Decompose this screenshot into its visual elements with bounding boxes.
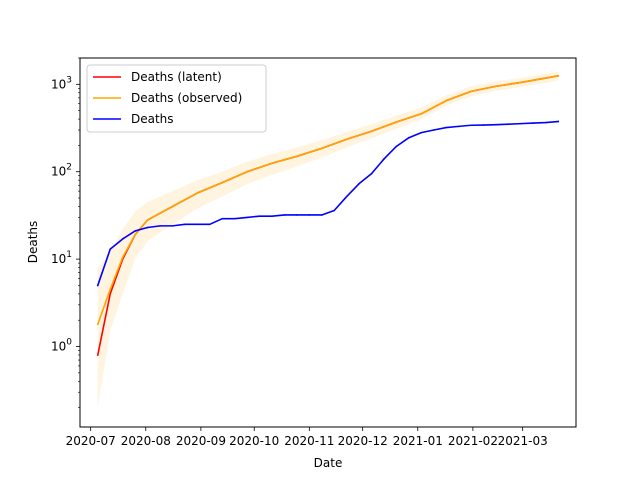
x-tick-label: 2020-11: [284, 434, 334, 448]
series-2-point: [258, 215, 261, 217]
series-2-point: [345, 195, 348, 198]
series-2-line: [96, 120, 560, 287]
y-axis: 100 101 102 103: [51, 57, 80, 408]
series-2-point: [495, 123, 497, 126]
legend-label: Deaths (latent): [131, 70, 222, 84]
series-1-point: [96, 323, 99, 326]
series-2-point: [507, 123, 510, 125]
series-2-point: [196, 223, 199, 226]
series-2-point: [445, 126, 448, 129]
series-1-uncertainty-band: [97, 71, 559, 408]
series-1-point: [370, 130, 373, 133]
series-2-point: [134, 230, 136, 232]
legend: Deaths (latent) Deaths (observed) Deaths: [86, 64, 267, 133]
series-1-point: [557, 75, 560, 77]
series-2-point: [208, 223, 211, 226]
series-1-point: [470, 90, 472, 93]
y-axis-label: Deaths: [26, 221, 40, 264]
series-2-point: [146, 226, 149, 229]
x-tick-label: 2021-03: [498, 434, 548, 448]
series-0-point: [109, 293, 112, 295]
series-layer: [96, 74, 560, 356]
series-2-point: [457, 125, 460, 128]
series-2-point: [283, 214, 286, 216]
x-tick-label: 2021-02: [448, 434, 498, 448]
series-2-point: [532, 122, 535, 124]
series-2-point: [246, 216, 248, 219]
series-1-point: [320, 147, 323, 150]
series-2-point: [184, 223, 186, 226]
series-2-point: [544, 121, 547, 124]
series-1-point: [221, 181, 224, 184]
series-2-point: [121, 238, 124, 240]
series-2-point: [370, 172, 373, 175]
x-tick-label: 2020-12: [338, 434, 388, 448]
series-1-point: [395, 121, 398, 123]
band-layer: [97, 71, 559, 408]
legend-label: Deaths: [131, 112, 174, 126]
plot-area: [79, 57, 577, 428]
series-1-point: [544, 77, 547, 79]
series-1-point: [171, 205, 174, 208]
series-1-point: [134, 233, 136, 236]
series-2-point: [320, 214, 323, 216]
series-2-point: [296, 214, 298, 216]
series-1-point: [271, 162, 273, 165]
series-2-point: [520, 122, 522, 125]
series-2-point: [171, 225, 174, 227]
series-2-point: [395, 145, 398, 148]
series-2-point: [557, 120, 560, 123]
series-2-point: [96, 284, 99, 287]
series-2-point: [420, 131, 423, 134]
y-tick-label: 102: [51, 163, 72, 179]
series-2-point: [109, 248, 112, 250]
x-tick-label: 2020-07: [66, 434, 116, 448]
series-2-point: [308, 214, 311, 216]
y-tick-label: 103: [51, 75, 72, 91]
series-2-point: [333, 209, 336, 212]
series-2-point: [482, 124, 485, 126]
x-tick-label: 2021-01: [393, 434, 443, 448]
series-1-point: [345, 138, 348, 141]
x-axis-label: Date: [314, 456, 343, 470]
series-1-point: [520, 81, 522, 84]
y-tick-label: 101: [51, 250, 72, 266]
series-2-point: [470, 124, 472, 127]
y-tick-label: 100: [51, 338, 72, 354]
series-1-point: [109, 288, 112, 291]
x-tick-label: 2020-09: [176, 434, 226, 448]
legend-box: [86, 64, 267, 133]
series-2-point: [271, 215, 273, 217]
series-1-point: [495, 85, 497, 88]
series-1-point: [246, 170, 248, 173]
series-2-point: [432, 129, 435, 131]
series-2-point: [221, 217, 224, 220]
series-2-point: [159, 225, 161, 227]
series-1-point: [146, 219, 149, 221]
x-tick-label: 2020-10: [229, 434, 279, 448]
legend-label: Deaths (observed): [131, 91, 242, 105]
axes-frame: [79, 57, 577, 428]
series-2-point: [358, 182, 360, 185]
x-axis: 2020-07 2020-08 2020-09 2020-10 2020-11 2020-…: [66, 427, 548, 448]
series-1-point: [445, 99, 448, 102]
x-tick-label: 2020-08: [121, 434, 171, 448]
series-2-point: [408, 136, 410, 139]
series-2-point: [383, 158, 385, 160]
series-1-point: [420, 112, 423, 115]
series-1-point: [196, 192, 199, 194]
series-1-point: [121, 256, 124, 259]
series-2-point: [233, 217, 236, 220]
series-1-line: [96, 74, 560, 326]
series-1-point: [296, 155, 298, 158]
series-0-point: [96, 354, 99, 356]
